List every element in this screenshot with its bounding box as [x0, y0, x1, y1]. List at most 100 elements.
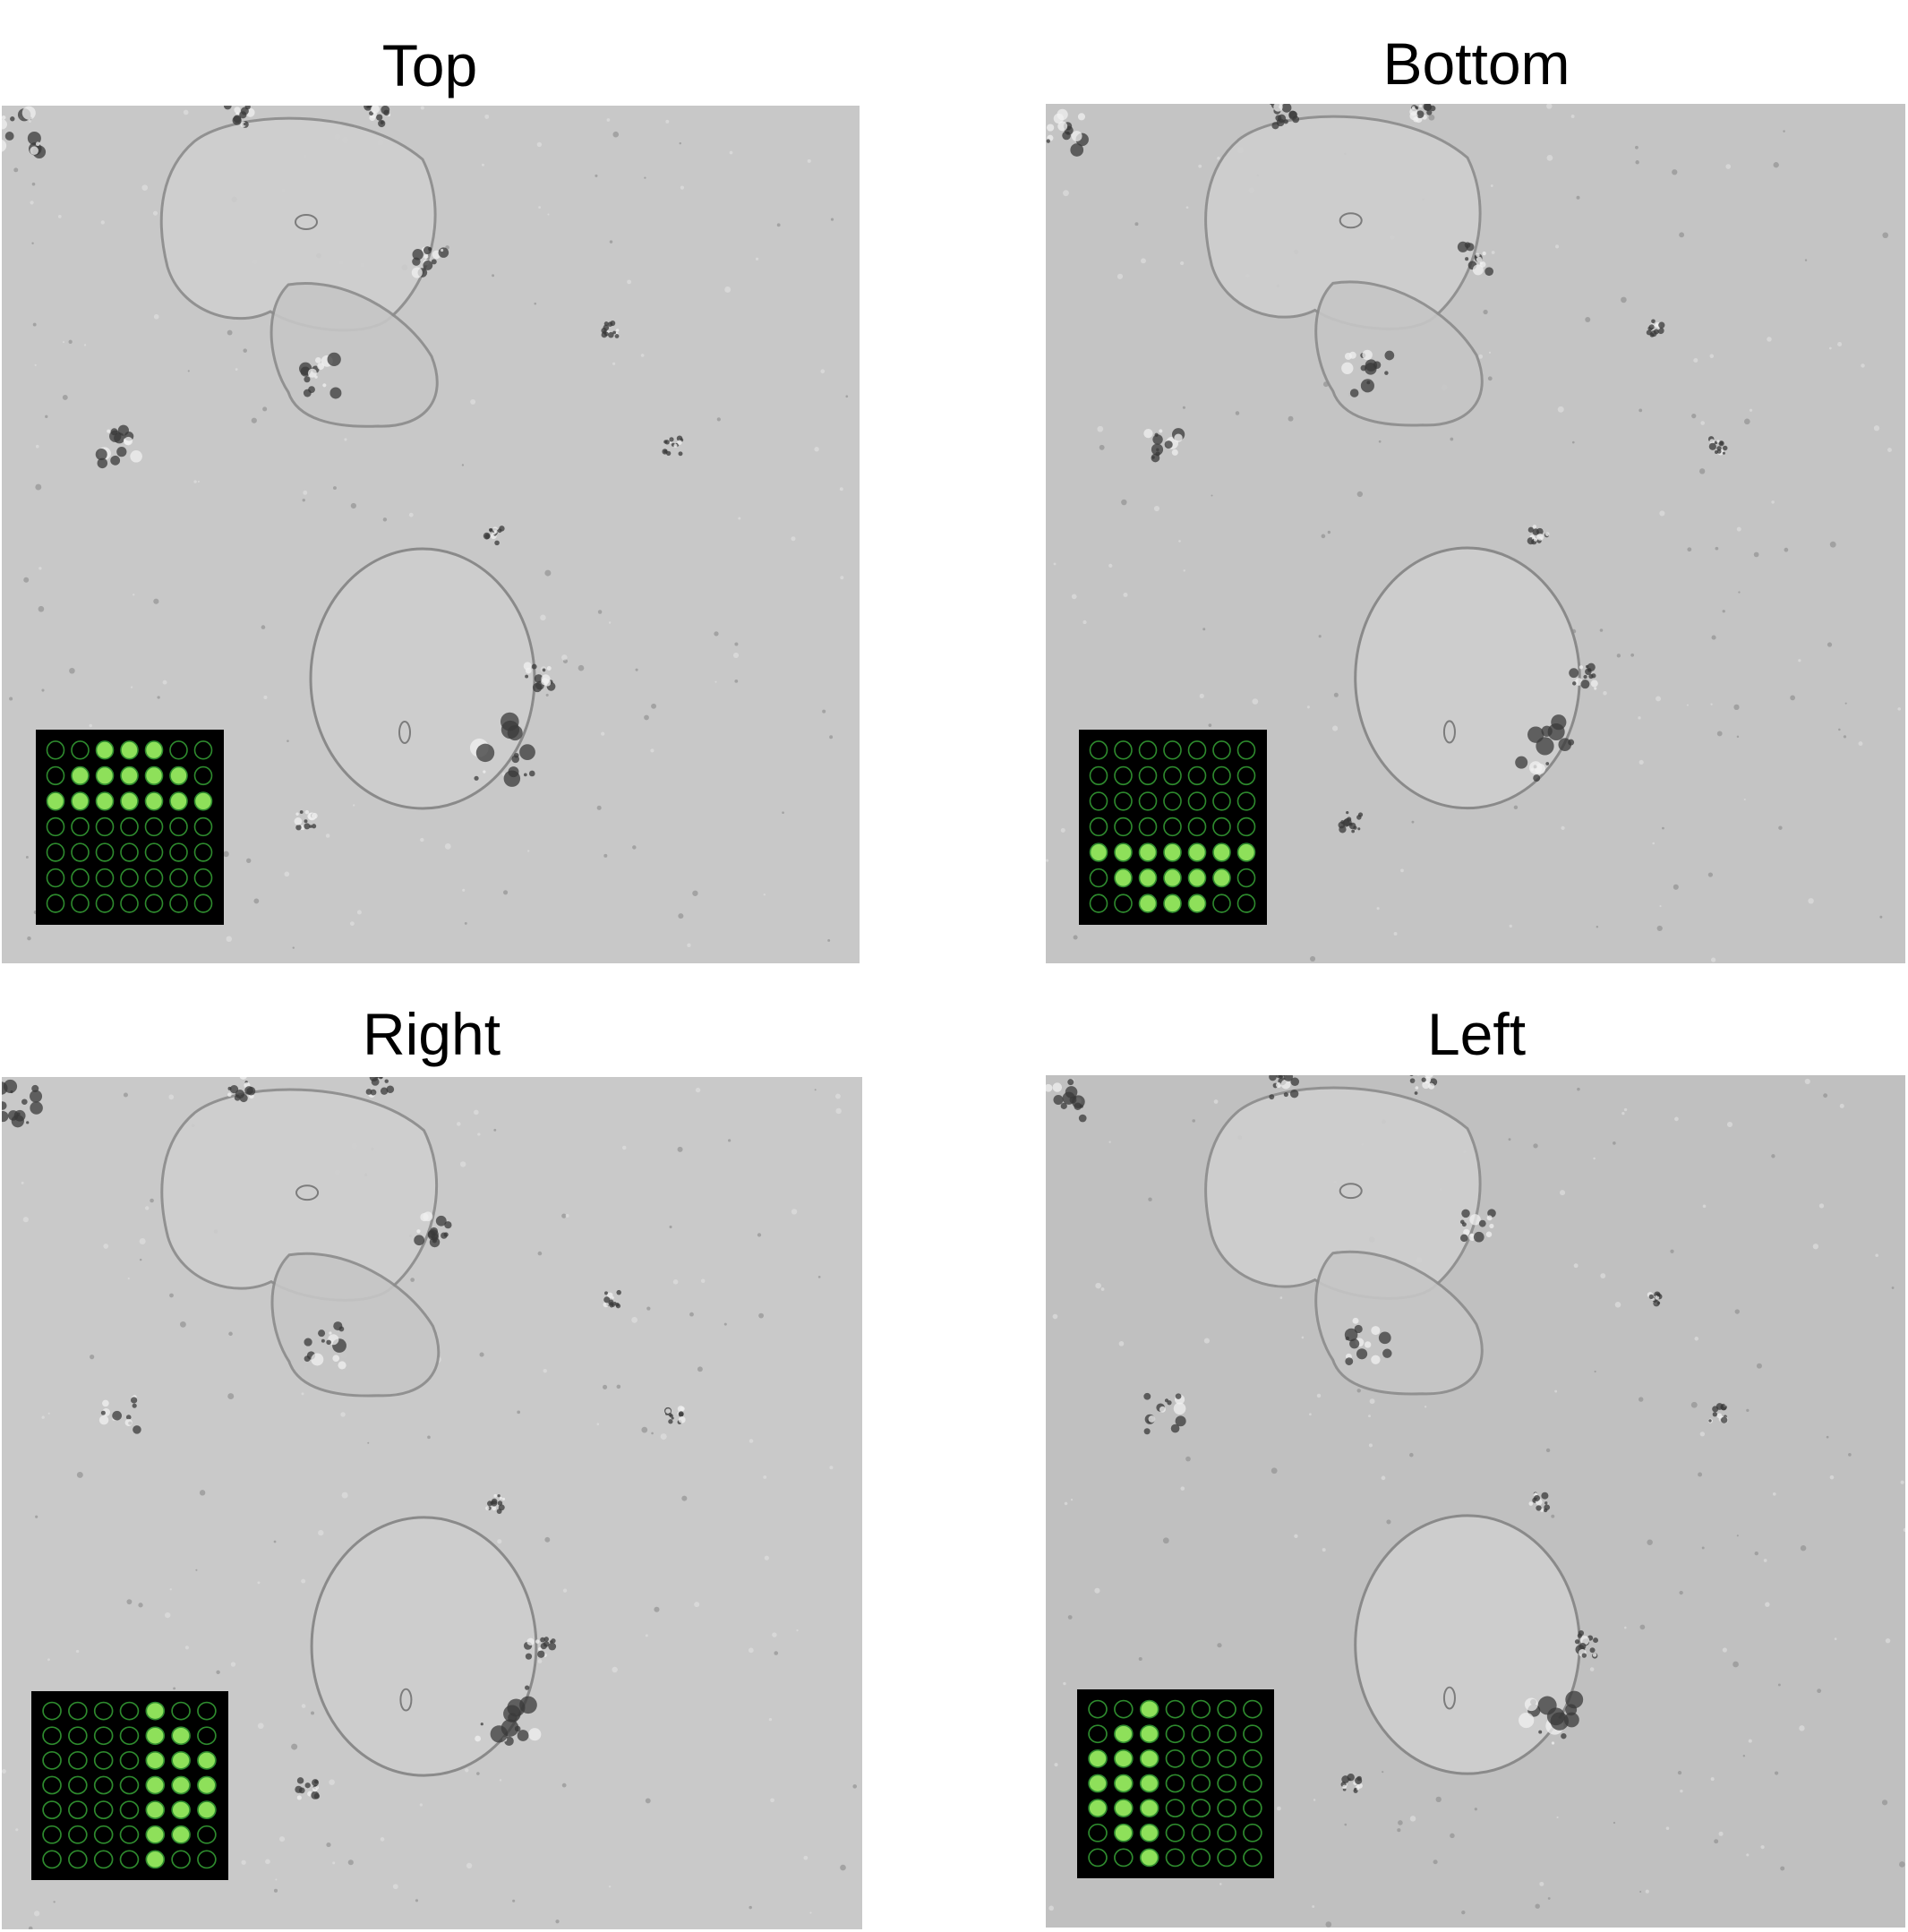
led-off — [1187, 765, 1207, 786]
debris — [1545, 762, 1550, 765]
debris — [497, 528, 502, 534]
debris — [1341, 1775, 1350, 1783]
debris — [1069, 1096, 1077, 1104]
debris — [322, 383, 327, 388]
led-off — [119, 1726, 140, 1746]
led-off — [1114, 765, 1133, 786]
led-off — [1191, 1848, 1211, 1868]
debris — [519, 1696, 537, 1714]
debris — [1723, 445, 1728, 451]
led-off — [1236, 816, 1256, 837]
debris — [1461, 1209, 1470, 1218]
debris — [95, 449, 107, 461]
debris — [603, 324, 610, 331]
debris — [525, 667, 532, 674]
debris — [1052, 1082, 1063, 1092]
led-off — [1191, 1749, 1211, 1768]
debris — [1656, 1301, 1661, 1305]
led-on — [1088, 1774, 1108, 1793]
debris — [1537, 1696, 1557, 1715]
debris — [1590, 680, 1598, 688]
debris — [541, 678, 549, 686]
debris — [1351, 829, 1356, 833]
debris — [1536, 1505, 1542, 1511]
led-on — [1139, 1848, 1159, 1868]
led-off — [93, 1825, 114, 1844]
nucleus — [1442, 720, 1456, 744]
debris — [435, 1215, 447, 1227]
debris — [1057, 121, 1068, 132]
led-on — [1088, 1799, 1108, 1817]
debris — [1170, 1423, 1180, 1433]
debris — [1079, 1104, 1083, 1108]
debris — [615, 329, 620, 332]
debris — [1651, 319, 1656, 324]
led-off — [68, 1751, 88, 1770]
debris — [603, 1296, 611, 1304]
led-illumination-grid — [36, 730, 224, 925]
led-off — [1191, 1823, 1211, 1842]
led-off — [95, 893, 115, 913]
led-off — [1088, 1699, 1108, 1719]
debris — [497, 1494, 501, 1498]
debris — [329, 1331, 332, 1335]
led-off — [1163, 791, 1182, 811]
led-off — [169, 842, 188, 862]
cell-outline — [270, 282, 439, 428]
debris — [519, 744, 535, 761]
debris — [673, 443, 678, 448]
debris — [1366, 380, 1371, 385]
led-off — [46, 893, 65, 913]
debris — [299, 810, 304, 814]
led-off — [197, 1726, 217, 1746]
led-on — [1114, 1799, 1134, 1817]
debris — [329, 387, 342, 399]
debris — [110, 455, 121, 466]
debris — [313, 1793, 321, 1799]
debris — [1280, 1079, 1291, 1090]
led-on — [120, 765, 139, 786]
led-off — [119, 1751, 140, 1770]
debris — [1532, 525, 1537, 529]
debris — [368, 106, 372, 108]
debris — [414, 1235, 425, 1246]
led-off — [169, 816, 188, 837]
debris — [1276, 1081, 1282, 1088]
led-on — [144, 791, 164, 811]
debris — [1721, 1416, 1728, 1423]
debris — [317, 363, 325, 371]
debris — [484, 534, 491, 539]
debris — [1465, 257, 1469, 261]
debris — [313, 1780, 319, 1784]
debris — [4, 132, 14, 141]
debris — [548, 1642, 557, 1651]
debris — [10, 1090, 13, 1094]
led-off — [193, 765, 213, 786]
debris — [1290, 1077, 1300, 1086]
debris — [1057, 108, 1068, 121]
debris — [1067, 1079, 1074, 1086]
debris — [1289, 1090, 1299, 1099]
debris — [133, 1425, 141, 1434]
debris — [1355, 1777, 1363, 1785]
debris — [30, 146, 39, 155]
led-off — [1089, 791, 1108, 811]
debris — [1424, 104, 1432, 111]
debris — [1353, 825, 1357, 830]
led-on — [1139, 1724, 1159, 1744]
led-on — [1163, 868, 1182, 888]
debris — [1482, 251, 1486, 256]
debris — [1581, 1653, 1587, 1658]
debris — [1658, 321, 1665, 329]
led-off — [46, 842, 65, 862]
debris — [542, 668, 546, 672]
debris — [1579, 665, 1584, 670]
debris — [538, 1646, 543, 1652]
led-on — [171, 1751, 191, 1770]
panel-top: Top — [0, 0, 860, 967]
led-off — [95, 868, 115, 888]
led-off — [1138, 765, 1158, 786]
debris — [1155, 451, 1160, 457]
debris — [1409, 1078, 1416, 1083]
led-on — [120, 740, 139, 760]
